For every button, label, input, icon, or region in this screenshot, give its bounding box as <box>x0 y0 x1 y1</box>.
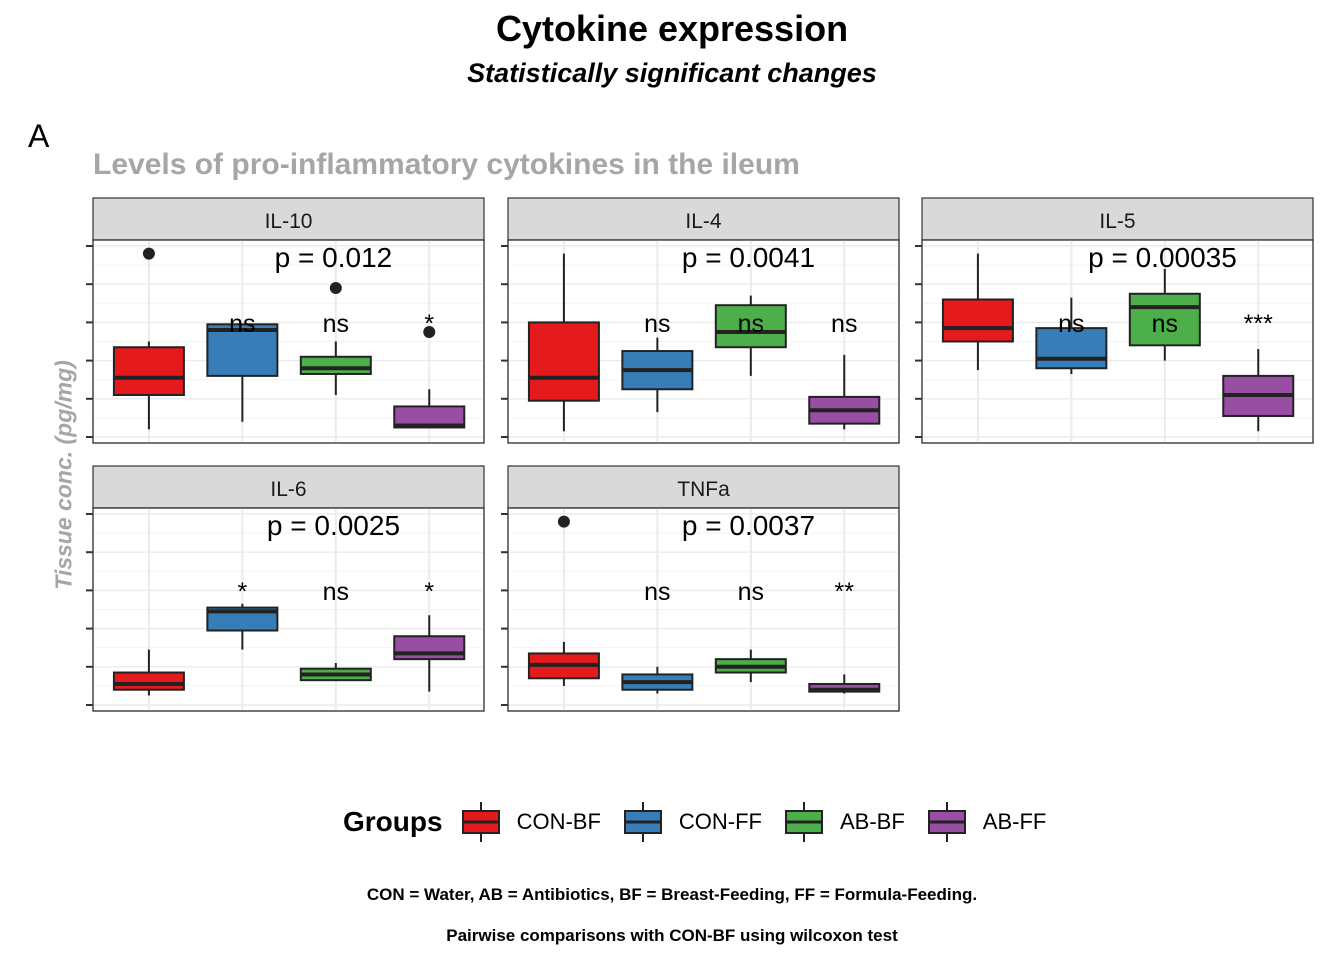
p-value-label: p = 0.0025 <box>267 510 400 541</box>
chart-subtitle: Statistically significant changes <box>467 58 877 88</box>
facet-strip-label: IL-6 <box>270 478 306 501</box>
box-ab-bf: ns <box>299 282 372 395</box>
box-con-bf <box>527 253 600 432</box>
box-ab-ff: ** <box>808 578 881 694</box>
box-body <box>527 321 600 402</box>
significance-label: ns <box>323 578 349 606</box>
significance-label: *** <box>1244 310 1273 338</box>
box-body <box>1128 292 1201 347</box>
significance-label: ns <box>738 310 764 338</box>
box-con-bf <box>527 515 600 686</box>
significance-label: ns <box>1058 310 1084 338</box>
facet-strip-label: IL-5 <box>1099 210 1135 233</box>
box-con-bf <box>112 247 185 430</box>
box-ab-ff: * <box>393 310 466 429</box>
outlier-point <box>423 325 436 338</box>
box-ab-bf: ns <box>1128 268 1201 361</box>
p-value-label: p = 0.012 <box>275 242 393 273</box>
significance-label: ns <box>323 310 349 338</box>
significance-label: ns <box>644 310 670 338</box>
significance-label: ns <box>831 310 857 338</box>
plot-title: Levels of pro-inflammatory cytokines in … <box>93 148 800 181</box>
box-ab-ff: * <box>393 578 466 692</box>
caption-abbreviations: CON = Water, AB = Antibiotics, BF = Brea… <box>366 885 978 904</box>
box-con-ff: ns <box>1035 297 1108 374</box>
box-ab-bf: ns <box>299 578 372 682</box>
box-ab-bf: ns <box>714 295 787 376</box>
facet-il-4: IL-4 ns ns ns p = 0.0041 <box>501 197 900 444</box>
legend-label: AB-BF <box>839 809 905 834</box>
significance-label: ns <box>229 310 255 338</box>
p-value-label: p = 0.0041 <box>682 242 815 273</box>
significance-label: * <box>424 578 434 606</box>
box-body <box>206 323 279 377</box>
plot-frame <box>921 239 1314 444</box>
facet-strip-label: TNFa <box>677 478 730 501</box>
legend: Groups CON-BF CON-FF AB-BF AB-FF <box>343 800 1066 844</box>
box-body <box>112 671 185 691</box>
legend-item-ab-ff: AB-FF <box>925 800 1047 844</box>
legend-title: Groups <box>343 806 443 837</box>
box-body <box>714 304 787 349</box>
facet-il-6: IL-6 * ns * p = 0.0025 <box>86 465 485 712</box>
facet-strip <box>507 197 900 241</box>
caption-method: Pairwise comparisons with CON-BF using w… <box>446 926 898 945</box>
p-value-label: p = 0.0037 <box>682 510 815 541</box>
box-con-ff: ns <box>621 578 694 694</box>
facet-strip-label: IL-4 <box>685 210 722 233</box>
legend-item-con-bf: CON-BF <box>459 800 601 844</box>
facet-strip-label: IL-10 <box>265 210 313 233</box>
legend-label: AB-FF <box>982 809 1047 834</box>
plot-frame <box>507 507 900 712</box>
plot-frame <box>507 239 900 444</box>
legend-item-ab-bf: AB-BF <box>782 800 905 844</box>
facet-strip <box>92 197 485 241</box>
significance-label: ** <box>835 578 855 606</box>
box-con-ff: ns <box>206 310 279 422</box>
p-value-label: p = 0.00035 <box>1088 242 1237 273</box>
facet-il-5: IL-5 ns ns *** p = 0.00035 <box>915 197 1314 444</box>
significance-label: ns <box>738 578 764 606</box>
box-con-ff: * <box>206 578 279 650</box>
plot-frame <box>92 239 485 444</box>
legend-key-con-bf <box>461 802 500 842</box>
box-body <box>1035 327 1108 370</box>
chart-title: Cytokine expression <box>495 8 849 49</box>
legend-label: CON-FF <box>678 809 762 834</box>
significance-label: * <box>237 578 247 606</box>
legend-item-con-ff: CON-FF <box>621 800 762 844</box>
significance-label: ns <box>1152 310 1178 338</box>
outlier-point <box>329 282 342 295</box>
box-con-bf <box>941 253 1014 371</box>
box-con-bf <box>112 649 185 696</box>
panel-tag: A <box>28 118 50 154</box>
legend-key-ab-ff <box>927 802 966 842</box>
box-ab-ff: *** <box>1222 310 1295 432</box>
plot-frame <box>92 507 485 712</box>
outlier-point <box>142 247 155 260</box>
facet-il-10: IL-10 ns ns * p = 0.012 <box>86 197 485 444</box>
outlier-point <box>557 515 570 528</box>
box-body <box>941 298 1014 343</box>
box-body <box>393 635 466 661</box>
box-body <box>112 346 185 396</box>
legend-key-con-ff <box>623 802 662 842</box>
box-body <box>299 355 372 375</box>
facet-strip <box>507 465 900 509</box>
legend-key-ab-bf <box>784 802 823 842</box>
legend-label: CON-BF <box>516 809 601 834</box>
significance-label: * <box>424 310 434 338</box>
box-ab-bf: ns <box>714 578 787 683</box>
significance-label: ns <box>644 578 670 606</box>
box-con-ff: ns <box>621 310 694 413</box>
facet-tnfa: TNFa ns ns ** p = 0.0037 <box>501 465 900 712</box>
box-ab-ff: ns <box>808 310 881 430</box>
facet-strip <box>92 465 485 509</box>
